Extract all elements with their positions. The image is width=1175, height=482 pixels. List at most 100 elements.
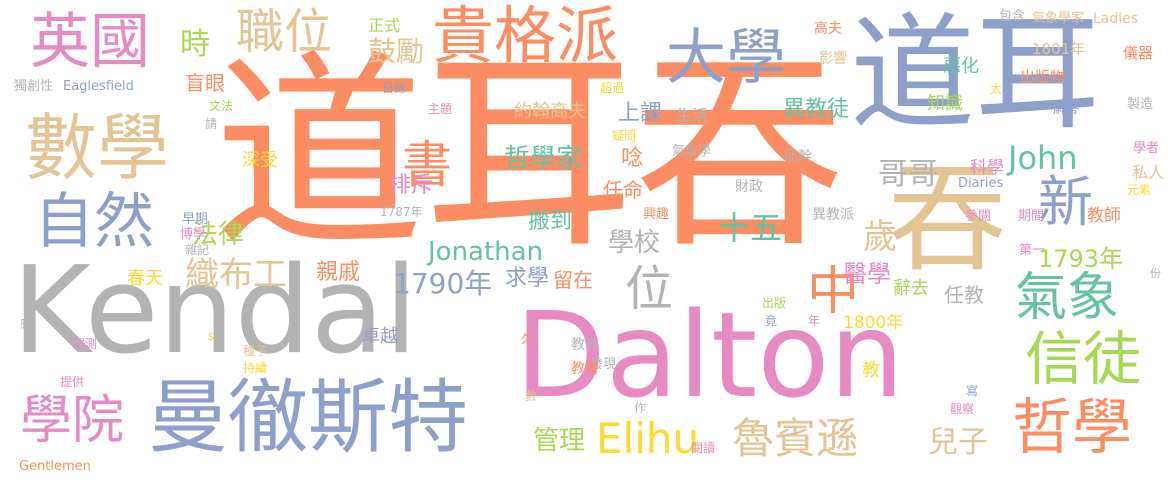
word: 年 (808, 314, 821, 328)
word: 日誌 (382, 81, 407, 95)
word: 博學 (180, 227, 207, 242)
word: 雜記 (185, 243, 210, 257)
word: 正式 (368, 16, 401, 35)
word: 位 (625, 261, 674, 317)
word: 影響 (819, 51, 847, 67)
word: 私人 (1132, 163, 1165, 182)
word: 科學 (970, 158, 1004, 178)
word: 管理 (533, 426, 586, 456)
word: Jonathan (428, 237, 544, 267)
word: Kendal (12, 242, 418, 381)
word: 1793年 (1038, 245, 1124, 273)
word: 惡化 (943, 56, 979, 77)
word: 兒子 (928, 425, 988, 460)
word: 卓越 (362, 326, 398, 347)
word: 道耳 (850, 2, 1100, 147)
word: 主題 (428, 102, 453, 116)
word: 持續 (243, 361, 268, 375)
word: Diaries (958, 176, 1004, 191)
word: 寫 (966, 384, 979, 398)
word: 學者 (1133, 141, 1160, 156)
word: 1801年 (1032, 40, 1086, 58)
word: 早期 (182, 212, 209, 227)
word: 期間 (1018, 209, 1045, 224)
word: 數 (525, 389, 538, 403)
word: 異教徒 (783, 97, 850, 122)
word: 數學 (25, 106, 170, 190)
word: 解答 (1053, 102, 1080, 117)
word: 中 (807, 262, 860, 322)
word: 獨創性 (14, 79, 54, 94)
word: 1790年 (393, 267, 493, 300)
word: 學校 (608, 228, 661, 258)
word: 哲學 (1012, 393, 1132, 463)
word: 請 (205, 117, 218, 131)
word: 盲眼 (185, 71, 225, 95)
word: 魯賓遜 (732, 414, 859, 463)
word: 財政 (735, 179, 763, 195)
word: 發現 (590, 357, 617, 372)
word: 儀器 (1123, 44, 1154, 62)
word: 教師 (1087, 206, 1121, 226)
word: 出版物 (1020, 68, 1066, 86)
word: 久 (521, 332, 534, 346)
word: 新 (1038, 170, 1094, 234)
word: Eaglesfield (63, 79, 134, 94)
word: 唸 (621, 146, 644, 171)
word: s (208, 329, 215, 343)
word: 求學 (505, 266, 550, 291)
word: 醫學 (843, 260, 891, 288)
word: 信徒 (1025, 325, 1142, 393)
word: 竟 (765, 314, 778, 328)
word: 能幹 (784, 149, 812, 165)
word: 貴格派 (432, 0, 619, 72)
word: 道耳吞 (214, 32, 845, 277)
word: 排斥 (389, 173, 434, 198)
word: 文法 (209, 99, 234, 113)
word: 生活 (676, 106, 709, 125)
word: 第一 (1019, 243, 1046, 258)
word: 氣象學家 (1032, 11, 1085, 26)
word: 職位 (236, 4, 333, 60)
word: 約翰高夫 (514, 101, 586, 122)
word: 織布工 (185, 255, 287, 295)
word: 感 (20, 317, 33, 331)
word: 書 (402, 136, 452, 194)
word: 1800年 (843, 313, 904, 333)
word: 氣象學 (672, 144, 712, 159)
word: 春天 (127, 268, 163, 289)
word: 鼓勵 (368, 35, 425, 68)
word: Ladies (1093, 11, 1139, 27)
word: 出版 (762, 296, 787, 310)
word: 吞 (888, 150, 1007, 288)
word: 大學 (666, 23, 786, 93)
word: 哥哥 (878, 157, 938, 192)
word: 任教 (944, 283, 984, 307)
word: 上課 (618, 101, 663, 126)
word: 英國 (30, 7, 150, 77)
word: 法律 (192, 220, 245, 250)
word: 提供 (60, 375, 85, 389)
word: 超過 (600, 81, 625, 95)
word: 學院 (20, 391, 125, 451)
word: 太 (990, 82, 1003, 96)
word: 歲 (863, 217, 897, 257)
word: 深受 (242, 150, 278, 171)
word: 閱讀 (691, 441, 716, 455)
word: 元素 (1127, 183, 1152, 197)
word: 包含 (999, 9, 1026, 24)
word: 教 (862, 360, 880, 381)
word: 任命 (603, 178, 643, 202)
word: 異教派 (812, 207, 854, 223)
word: 知識 (927, 93, 963, 114)
word: 時 (180, 27, 210, 62)
word: 參閱 (965, 209, 992, 224)
word: 種子 (243, 344, 268, 358)
word: 疑問 (612, 129, 637, 143)
word: 製造 (1127, 97, 1154, 112)
word: 親戚 (316, 260, 361, 285)
word: 教書 (571, 361, 599, 377)
word: 觀察 (950, 402, 975, 416)
word: 份 (1150, 267, 1161, 280)
